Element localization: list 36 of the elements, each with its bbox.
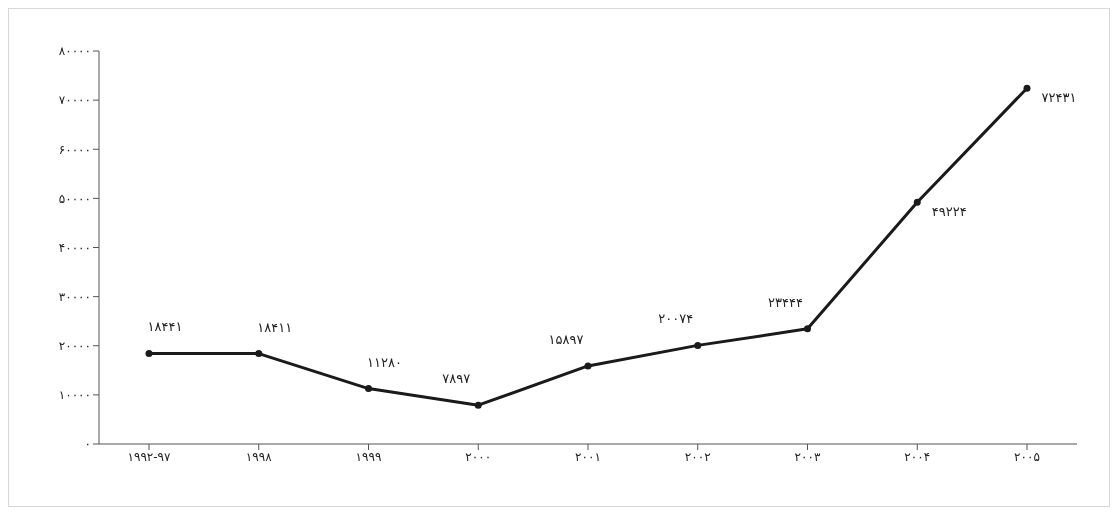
point (1023, 84, 1031, 92)
data-label: ۷۲۴۳۱ (1041, 90, 1077, 106)
data-label: ۷۸۹۷ (442, 371, 471, 387)
point (913, 198, 921, 206)
point (145, 349, 153, 357)
point (255, 350, 263, 358)
x-tick-label: ۲۰۰۲ (684, 449, 711, 464)
x-tick-label: ۱۹۹۹ (355, 449, 382, 464)
y-tick-label: ۵۰۰۰۰ (58, 191, 91, 206)
y-tick-label: ۰ (84, 437, 91, 452)
y-tick-label: ۴۰۰۰۰ (58, 240, 91, 255)
data-label: ۱۵۸۹۷ (548, 331, 584, 347)
point (804, 325, 811, 333)
point (365, 385, 372, 393)
point (474, 401, 482, 409)
data-label: ۱۱۲۸۰ (367, 354, 402, 370)
x-tick-label: ۲۰۰۱ (575, 449, 601, 464)
data-label: ۲۰۰۷۴ (658, 311, 694, 327)
x-tick-label: ۱۹۹۲-۹۷ (127, 449, 172, 464)
x-tick-label: ۲۰۰۰ (465, 449, 492, 464)
point (694, 341, 702, 349)
x-tick-label: ۱۹۹۸ (245, 449, 273, 464)
y-tick-label: ۸۰۰۰۰ (58, 44, 91, 59)
x-tick-label: ۲۰۰۳ (794, 449, 821, 464)
y-tick-label: ۳۰۰۰۰ (58, 289, 91, 304)
data-label: ۱۸۴۱۱ (257, 319, 293, 335)
y-tick-label: ۲۰۰۰۰ (58, 339, 91, 354)
x-tick-label: ۲۰۰۴ (904, 449, 931, 464)
point (584, 362, 592, 370)
y-tick-label: ۷۰۰۰۰ (58, 93, 91, 108)
x-tick-label: ۲۰۰۵ (1014, 449, 1040, 464)
y-tick-label: ۶۰۰۰۰ (58, 142, 91, 157)
data-label: ۲۳۴۴۴ (768, 294, 803, 310)
y-tick-label: ۱۰۰۰۰ (58, 388, 91, 403)
data-label: ۱۸۴۴۱ (147, 319, 183, 335)
data-label: ۴۹۲۲۴ (931, 204, 967, 220)
